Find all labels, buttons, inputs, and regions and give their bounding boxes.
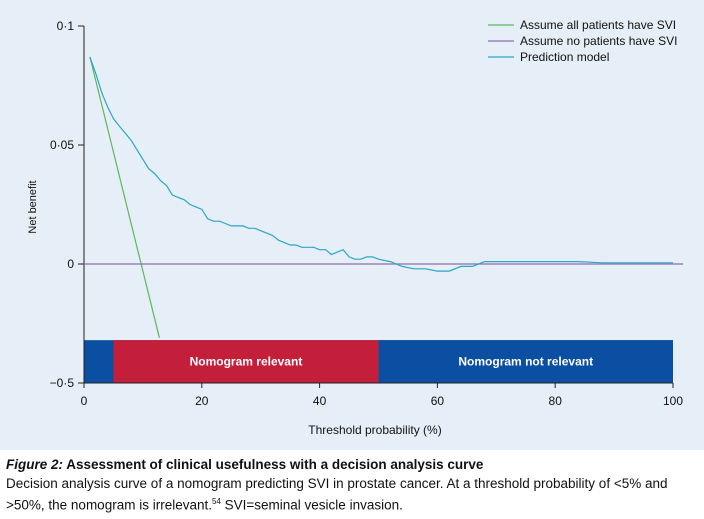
x-tick-label: 60 [431, 394, 445, 408]
not-relevant-segment [378, 340, 673, 383]
relevance-bar: Nomogram relevant Nomogram not relevant [84, 340, 673, 383]
y-tick-label: 0 [67, 257, 74, 271]
legend-label: Assume no patients have SVI [520, 34, 677, 48]
caption-body-end: SVI=seminal vesicle invasion. [220, 497, 403, 513]
caption-ref: 54 [211, 497, 221, 506]
x-tick-label: 80 [549, 394, 563, 408]
relevant-segment-label: Nomogram relevant [190, 355, 303, 369]
x-tick-label: 40 [313, 394, 327, 408]
decision-curve-chart: Nomogram relevant Nomogram not relevant 0… [27, 18, 684, 437]
y-tick-label: 0·1 [57, 19, 75, 33]
x-tick-label: 0 [81, 394, 88, 408]
legend: Assume all patients have SVI Assume no pa… [488, 18, 677, 64]
y-tick-label: −0·5 [50, 376, 75, 390]
caption-body-text: Decision analysis curve of a nomogram pr… [6, 476, 668, 513]
legend-label: Prediction model [520, 50, 609, 64]
ticks: 0 20 40 60 80 100 −0·5 0 0·05 0·1 [50, 19, 684, 408]
axes [83, 26, 673, 384]
treat-all-line [89, 56, 160, 338]
y-tick-label: 0·05 [50, 138, 74, 152]
prediction-model-line [89, 56, 673, 272]
y-axis-label: Net benefit [27, 180, 39, 233]
legend-label: Assume all patients have SVI [520, 18, 676, 32]
figure-caption: Figure 2: Assessment of clinical usefuln… [6, 456, 700, 515]
caption-title-text: Assessment of clinical usefulness with a… [63, 457, 484, 472]
caption-title: Figure 2: Assessment of clinical usefuln… [6, 456, 700, 473]
x-tick-label: 100 [663, 394, 683, 408]
x-tick-label: 20 [195, 394, 209, 408]
x-axis-label: Threshold probability (%) [308, 423, 441, 437]
series-lines [84, 56, 683, 338]
caption-body: Decision analysis curve of a nomogram pr… [6, 475, 700, 515]
caption-lead: Figure 2: [6, 457, 64, 472]
not-relevant-segment-label: Nomogram not relevant [458, 355, 593, 369]
relevant-segment [113, 340, 379, 383]
